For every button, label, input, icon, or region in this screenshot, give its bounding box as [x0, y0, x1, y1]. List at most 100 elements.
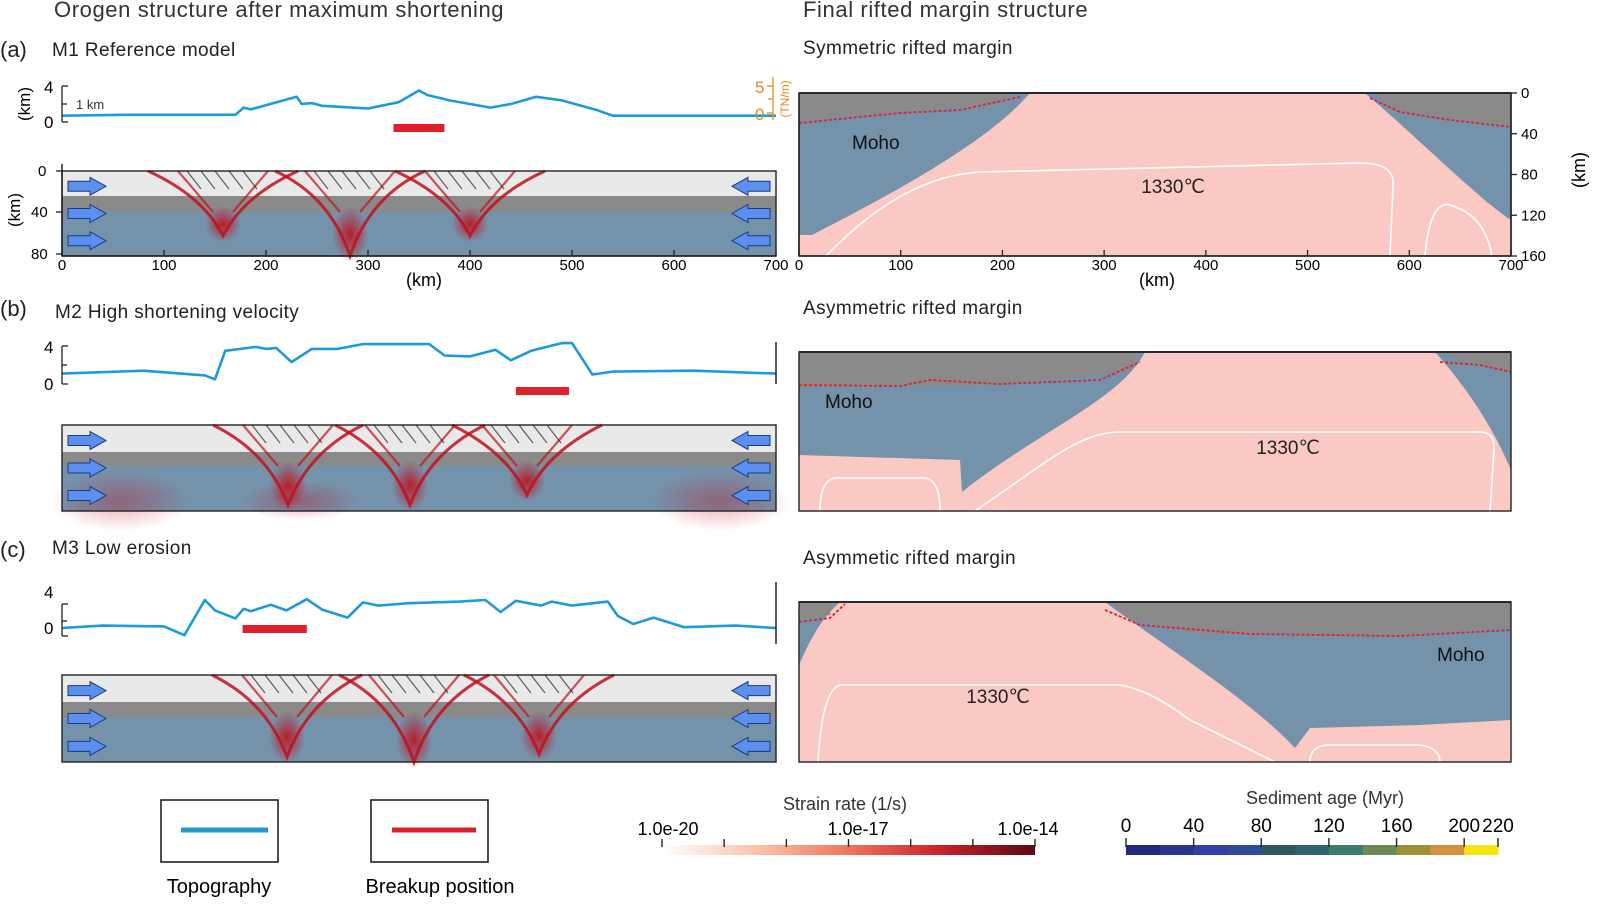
section-a-ylabel: (km) [5, 193, 24, 227]
strain-label: 1.0e-17 [827, 819, 888, 839]
section-a-xtick-label: 100 [151, 257, 176, 274]
fault-trace [278, 674, 294, 694]
margin-a-xtick-label: 300 [1092, 257, 1117, 274]
mantle-lithosphere [1435, 352, 1511, 470]
fault-trace [228, 170, 244, 190]
sediment-age-label: 0 [1121, 816, 1132, 837]
fault-trace [265, 424, 281, 444]
fault-trace [544, 674, 560, 694]
tn-label: (TN/m) [778, 80, 792, 117]
section-a-ytick: 0 [38, 163, 46, 180]
compression-arrow-right-icon [67, 176, 108, 197]
moho-line [1439, 361, 1512, 373]
fault-trace [490, 424, 506, 444]
section-frame [61, 424, 777, 512]
fault-trace [489, 170, 505, 190]
panel-a-title: M1 Reference model [52, 40, 236, 61]
fault-trace [558, 674, 574, 694]
margin-frame [798, 351, 1512, 512]
rifted-margin-b: Moho 1330℃ [798, 351, 1512, 512]
topo-a-tick-0: 0 [44, 113, 53, 132]
isotherm-1330 [819, 477, 941, 512]
section-a-ytick: 80 [31, 246, 48, 263]
sediment-age-colorbar: Sediment age (Myr) 0 40 80 120 160 200 220 [1121, 788, 1514, 855]
margin-a-xtick-label: 100 [888, 257, 913, 274]
isotherm-label: 1330℃ [1256, 438, 1320, 459]
topography-line [61, 89, 776, 117]
compression-arrow-right-icon [67, 485, 108, 506]
fault-trace [242, 170, 258, 190]
tn-axis: 5 0 (TN/m) [755, 77, 792, 124]
strain-colorbar-title: Strain rate (1/s) [783, 794, 907, 814]
shear-zone [242, 424, 334, 467]
strain-localization [392, 460, 428, 511]
fault-trace [377, 674, 393, 694]
tn-tick-5: 5 [755, 78, 764, 97]
section-frame [61, 674, 777, 763]
topo-a-tick-4: 4 [44, 78, 53, 97]
orogen-section-b [50, 423, 790, 531]
topography-plot-c [61, 597, 777, 637]
margin-a-xtick-label: 500 [1295, 257, 1320, 274]
shear-zone [364, 424, 456, 467]
fault-trace [387, 424, 403, 444]
fault-trace [313, 170, 329, 190]
strain-localization [270, 460, 306, 511]
right-column-title: Final rifted margin structure [803, 0, 1089, 22]
fault-trace [214, 170, 230, 190]
compression-arrow-right-icon [67, 458, 108, 478]
moho-line [1104, 609, 1512, 637]
moho-line [1369, 97, 1512, 128]
margin-frame [798, 601, 1512, 763]
compression-arrow-right-icon [67, 708, 108, 729]
strain-rate-colorbar: Strain rate (1/s) 1.0e-20 1.0e-17 1.0e-1… [637, 794, 1059, 855]
fault-trace [546, 424, 562, 444]
compression-arrow-left-icon [730, 708, 771, 729]
isotherm-label: 1330℃ [1141, 177, 1205, 198]
fault-trace [475, 170, 491, 190]
fault-trace [405, 674, 421, 694]
topo-a-axis: 4 0 1 km (km) [15, 78, 104, 132]
fault-trace [433, 674, 449, 694]
moho-line [798, 603, 846, 623]
fault-trace [429, 424, 445, 444]
fault-trace [532, 424, 548, 444]
compression-arrow-left-icon [730, 176, 771, 197]
fault-trace [307, 424, 323, 444]
section-a-xtick-label: 300 [355, 257, 380, 274]
continental-crust [799, 93, 1020, 122]
section-a-xtick-label: 200 [253, 257, 278, 274]
topography-line [61, 341, 777, 381]
continental-crust [1375, 93, 1511, 126]
breakup-position-bar [393, 124, 445, 132]
strain-localization [205, 206, 241, 242]
section-a-xtick-label: 500 [559, 257, 584, 274]
tn-tick-0: 0 [755, 105, 764, 124]
breakup-position-bar [515, 387, 569, 395]
isotherm-label: 1330℃ [966, 687, 1030, 708]
fault-trace [292, 674, 308, 694]
margin-a-ytick-label: 120 [1521, 207, 1546, 224]
sediment-age-color-segment [1261, 845, 1296, 855]
sediment-age-label: 160 [1381, 816, 1413, 837]
topography-line [61, 597, 777, 637]
panel-b-title: M2 High shortening velocity [55, 302, 300, 323]
moho-label: Moho [1437, 645, 1485, 666]
topo-c-tick-4: 4 [44, 583, 53, 602]
fault-trace [369, 170, 385, 190]
isotherm-1330 [817, 684, 1276, 763]
panel-a-label: (a) [0, 37, 27, 62]
sediment-age-color-segment [1227, 845, 1262, 855]
fault-trace [530, 674, 546, 694]
orogen-section-a [61, 169, 777, 262]
compression-arrow-left-icon [730, 430, 771, 451]
legend-topography: Topography [160, 799, 279, 898]
isotherm-1330 [974, 431, 1495, 512]
margin-a-xtick-label: 200 [990, 257, 1015, 274]
lower-crust-layer [62, 702, 776, 717]
sediment-age-color-segment [1328, 845, 1364, 855]
compression-arrow-right-icon [67, 230, 108, 251]
compression-arrow-right-icon [67, 680, 108, 701]
compression-arrow-right-icon [67, 203, 108, 224]
